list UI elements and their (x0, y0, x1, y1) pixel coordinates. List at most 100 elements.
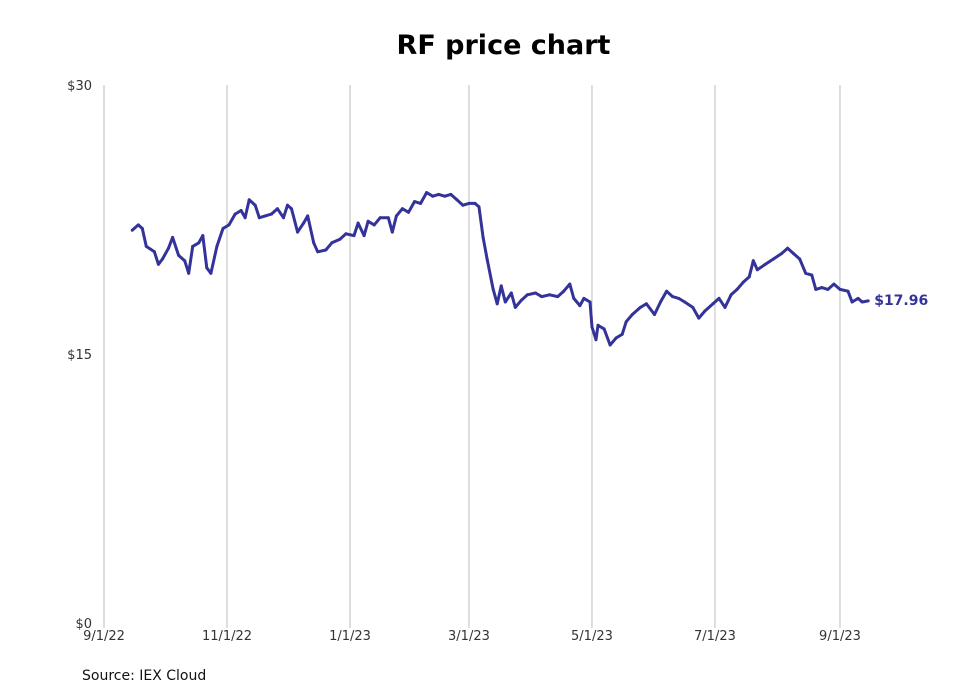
price-point (582, 296, 586, 300)
price-point (495, 302, 499, 306)
x-tick-label: 1/1/23 (329, 629, 371, 644)
price-point (461, 203, 465, 207)
price-point (282, 216, 285, 220)
price-point (443, 194, 447, 198)
price-point (352, 234, 356, 238)
price-point (798, 257, 802, 261)
price-point (780, 252, 783, 256)
price-point (247, 198, 251, 202)
price-point (850, 300, 854, 304)
price-point (481, 235, 485, 239)
price-point (671, 295, 675, 299)
price-point (257, 216, 261, 220)
price-point (548, 293, 552, 297)
grid-lines (103, 85, 841, 628)
price-point (477, 205, 481, 209)
price-point (691, 305, 695, 309)
price-point (717, 296, 721, 300)
price-point (568, 282, 572, 286)
y-tick-label: $0 (75, 617, 92, 632)
price-point (846, 289, 850, 293)
price-point (263, 214, 267, 218)
price-point (608, 343, 612, 347)
price-point (306, 214, 310, 218)
price-point (703, 309, 707, 313)
price-point (683, 300, 687, 304)
x-tick-label: 9/1/23 (819, 629, 861, 644)
price-point (171, 235, 175, 239)
price-point (503, 300, 507, 304)
price-point (431, 194, 435, 198)
price-point (455, 198, 459, 202)
price-point (562, 289, 566, 293)
price-point (820, 286, 824, 290)
price-point (136, 223, 140, 227)
price-point (253, 203, 257, 207)
price-point (596, 323, 600, 327)
price-point (860, 300, 864, 304)
price-point (233, 212, 237, 216)
price-point (425, 191, 429, 195)
price-point (866, 299, 870, 303)
price-point (630, 313, 634, 316)
price-point (344, 232, 348, 236)
x-tick-label: 9/1/22 (83, 629, 125, 644)
price-point (624, 320, 628, 324)
price-point (638, 305, 642, 309)
price-point (413, 200, 416, 204)
price-point (588, 300, 592, 304)
price-point (205, 266, 209, 270)
price-point (243, 216, 247, 220)
price-point (419, 201, 423, 205)
price-point (366, 219, 370, 223)
price-points (130, 191, 870, 347)
price-point (239, 209, 243, 212)
price-point (747, 275, 751, 279)
price-point (316, 250, 320, 254)
price-point (729, 293, 733, 297)
price-point (467, 201, 471, 205)
x-axis-ticks: 9/1/22 11/1/22 1/1/23 3/1/23 5/1/23 7/1/23 9/1… (83, 629, 861, 644)
price-point (187, 271, 191, 275)
price-point (394, 214, 398, 218)
chart-title: RF price chart (396, 30, 611, 61)
price-point (665, 289, 669, 293)
price-point (525, 293, 529, 297)
price-point (590, 325, 594, 329)
price-point (832, 282, 836, 286)
price-point (338, 237, 342, 241)
price-point (810, 273, 814, 277)
price-point (140, 227, 144, 230)
price-point (572, 296, 576, 300)
price-point (378, 216, 382, 220)
price-point (534, 291, 537, 295)
price-point (221, 227, 225, 230)
price-point (741, 280, 745, 284)
x-tick-label: 5/1/23 (571, 629, 613, 644)
price-point (513, 305, 517, 309)
price-point (197, 241, 201, 245)
price-point (324, 248, 328, 252)
price-point (711, 302, 715, 306)
price-point (540, 295, 544, 299)
price-point (755, 268, 759, 272)
x-tick-label: 7/1/23 (694, 629, 736, 644)
price-point (275, 207, 279, 211)
price-point (302, 221, 306, 225)
price-point (400, 207, 404, 211)
price-point (183, 259, 187, 263)
price-point (519, 298, 523, 302)
price-point (491, 287, 495, 291)
price-point (556, 295, 560, 299)
price-point (156, 262, 160, 266)
price-point (814, 287, 818, 291)
x-tick-label: 11/1/22 (202, 629, 252, 644)
last-price-label: $17.96 (874, 293, 928, 309)
price-point (356, 221, 360, 225)
price-point (177, 253, 181, 257)
price-point (838, 287, 842, 291)
y-axis-ticks: $0 $15 $30 (67, 79, 92, 632)
price-point (723, 305, 727, 309)
price-point (286, 203, 289, 207)
